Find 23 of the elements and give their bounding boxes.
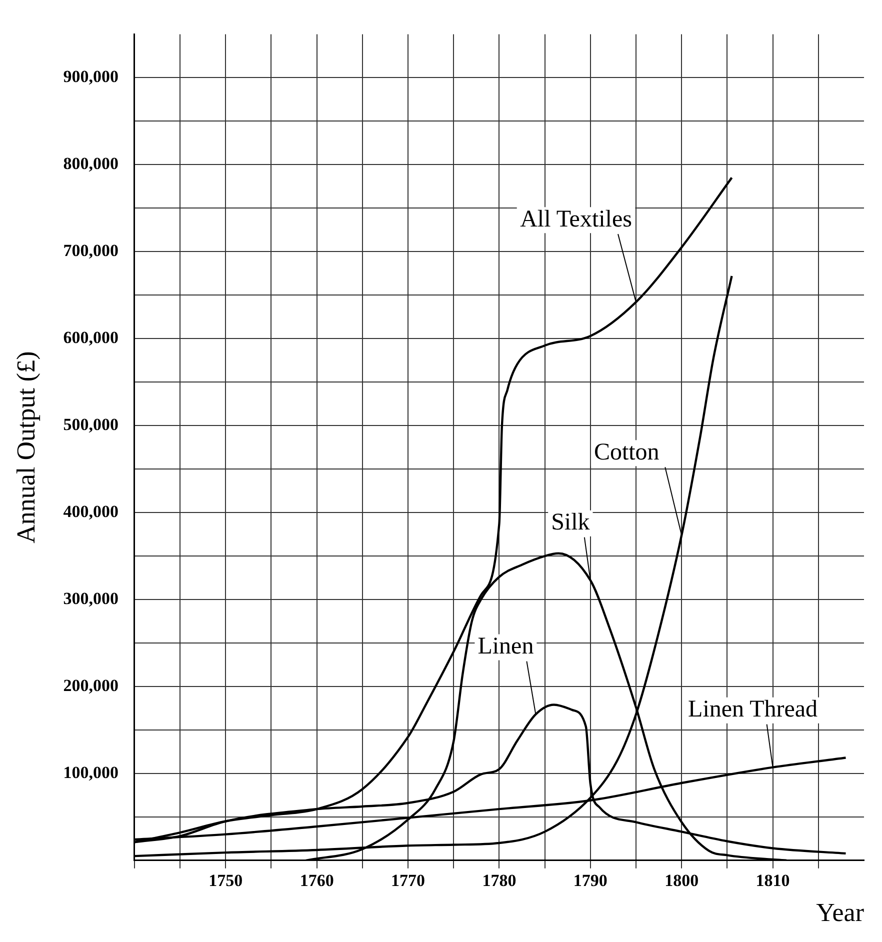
text: All Textiles	[520, 206, 632, 232]
text: Linen	[478, 634, 534, 660]
y-tick-label: 200,000	[63, 676, 118, 695]
x-tick-label: 1770	[391, 870, 426, 890]
y-tick-label: 600,000	[63, 328, 118, 347]
y-tick-label: 900,000	[63, 67, 118, 86]
x-tick-label: 1810	[756, 870, 790, 890]
x-tick-label: 1760	[300, 870, 334, 890]
x-axis-title: Year	[816, 898, 864, 928]
series-label: Linen Thread	[688, 696, 818, 723]
y-tick-label: 400,000	[63, 502, 118, 521]
x-tick-label: 1800	[664, 870, 699, 890]
x-tick-label: 1790	[573, 870, 608, 890]
y-tick-label: 300,000	[63, 588, 118, 608]
series-label: Cotton	[594, 439, 660, 466]
y-tick-label: 700,000	[63, 241, 118, 260]
y-tick-label: 100,000	[63, 762, 118, 782]
y-axis-title: Annual Output (£)	[11, 351, 40, 544]
series-label: Silk	[551, 510, 590, 536]
y-tick-label: 800,000	[63, 154, 118, 174]
x-tick-label: 1750	[208, 870, 243, 890]
y-tick-label: 500,000	[63, 414, 118, 434]
x-tick-label: 1780	[482, 870, 516, 890]
